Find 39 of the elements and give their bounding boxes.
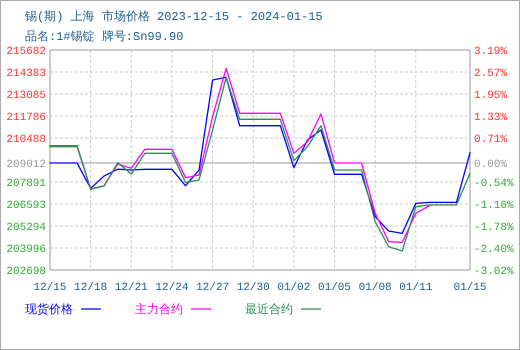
legend-label: 现货价格 (25, 303, 73, 317)
y2-tick-label: 1.95% (474, 90, 508, 102)
y2-tick-label: 2.57% (474, 68, 508, 80)
x-tick-label: 12/18 (74, 282, 108, 294)
y-tick-label: 214383 (6, 68, 46, 80)
y-tick-label: 209012 (6, 159, 46, 172)
y-tick-label: 213085 (6, 90, 46, 102)
y-tick-label: 215682 (6, 46, 46, 58)
chart-subtitle: 品名:1#锡锭 牌号:Sn99.90 (25, 30, 184, 44)
chart-title: 锡(期) 上海 市场价格 2023-12-15 - 2024-01-15 (24, 9, 323, 24)
x-tick-label: 01/02 (277, 282, 310, 294)
y2-tick-label: -2.40% (474, 244, 514, 256)
x-tick-label: 12/15 (33, 282, 67, 294)
x-tick-label: 12/27 (196, 282, 230, 294)
legend-label: 最近合约 (245, 303, 293, 317)
y-tick-label: 203996 (6, 244, 46, 256)
y-tick-label: 202698 (6, 266, 46, 278)
y-tick-label: 206593 (6, 200, 46, 212)
y-tick-label: 207891 (6, 178, 46, 190)
x-tick-label: 12/21 (114, 282, 148, 294)
line-series (49, 68, 430, 244)
x-tick-label: 12/24 (155, 282, 189, 294)
x-tick-label: 01/05 (318, 282, 352, 294)
y-tick-label: 205294 (6, 222, 46, 234)
y2-tick-label: -1.78% (474, 222, 514, 234)
y2-tick-label: -3.02% (474, 266, 514, 278)
x-tick-label: 01/08 (358, 282, 392, 294)
y-tick-label: 210488 (6, 134, 46, 146)
y2-tick-label: 0.71% (474, 134, 508, 146)
y2-tick-label: -1.16% (474, 200, 514, 212)
x-tick-label: 01/11 (399, 282, 433, 294)
x-tick-label: 01/15 (453, 282, 487, 294)
y2-tick-label: 1.33% (474, 112, 508, 124)
y2-tick-label: 3.19% (474, 46, 508, 58)
legend-label: 主力合约 (135, 302, 183, 317)
y2-tick-label: -0.54% (474, 178, 514, 190)
y-tick-label: 211786 (6, 112, 46, 124)
y2-tick-label: 0.00% (474, 159, 508, 172)
x-tick-label: 12/30 (236, 282, 270, 294)
